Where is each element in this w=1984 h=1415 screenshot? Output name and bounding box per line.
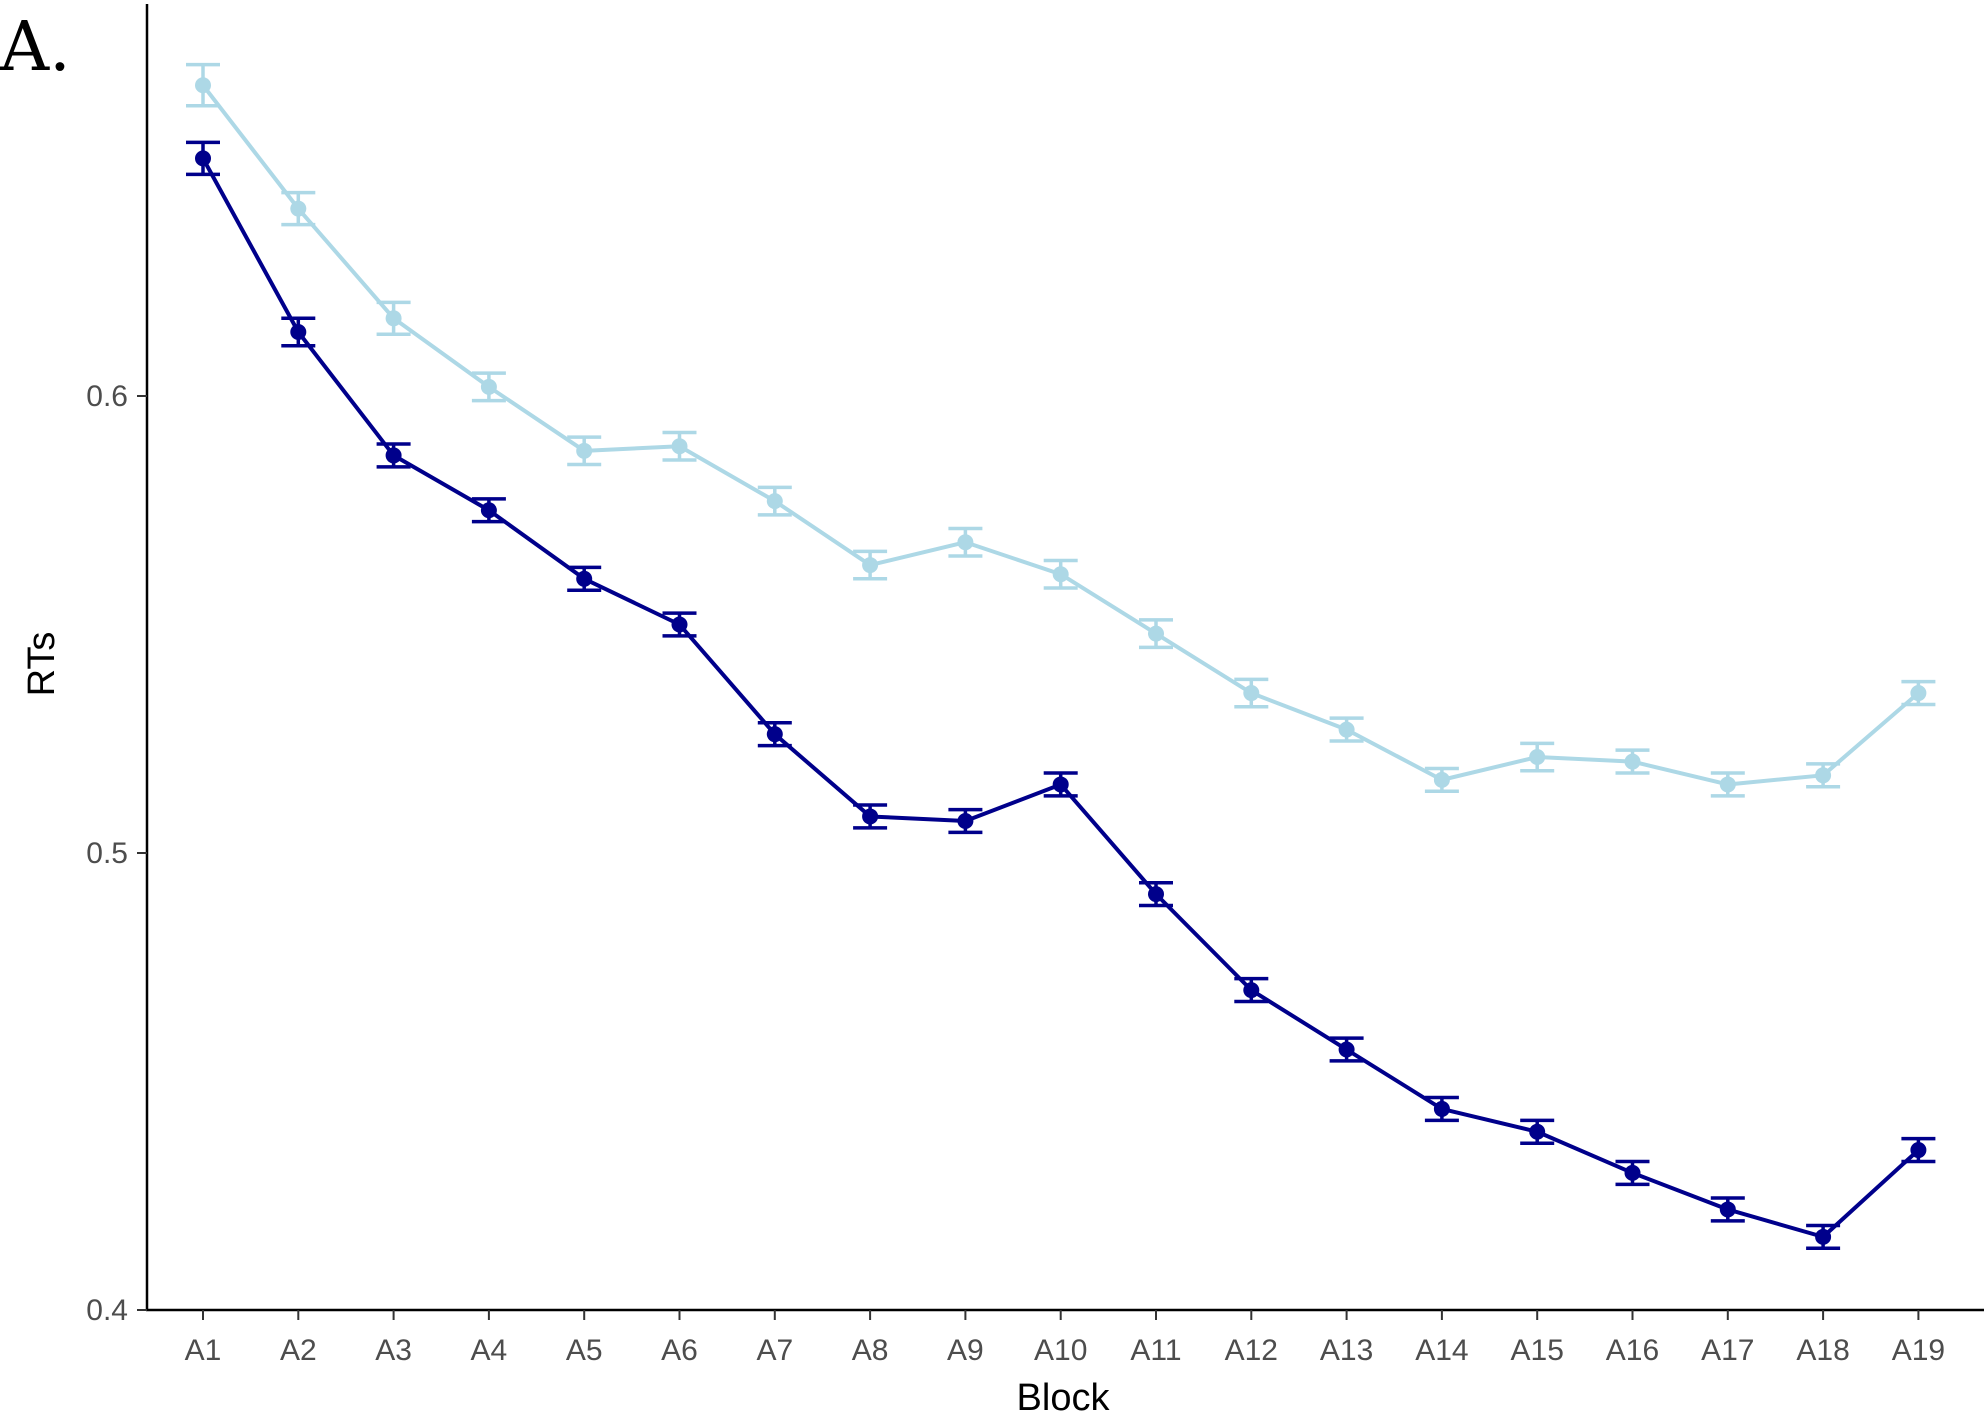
data-point xyxy=(576,442,593,459)
x-tick-label: A11 xyxy=(1130,1334,1181,1367)
x-tick-label: A16 xyxy=(1606,1334,1659,1367)
data-point xyxy=(1148,886,1164,903)
data-point xyxy=(1052,776,1069,793)
data-point xyxy=(385,310,402,327)
data-point xyxy=(1910,1142,1927,1159)
data-point xyxy=(671,616,688,633)
data-point xyxy=(1338,1041,1355,1058)
data-point xyxy=(576,570,593,587)
x-tick-label: A2 xyxy=(280,1334,317,1367)
data-point xyxy=(1148,625,1164,642)
data-point xyxy=(385,447,402,464)
x-tick-label: A17 xyxy=(1701,1334,1754,1367)
series-1 xyxy=(186,62,1936,798)
series-2 xyxy=(186,140,1936,1251)
data-point xyxy=(1243,685,1260,702)
data-point xyxy=(957,534,974,551)
data-point xyxy=(1433,771,1450,788)
x-tick-label: A8 xyxy=(852,1334,889,1367)
data-point xyxy=(290,324,307,341)
y-tick-label: 0.6 xyxy=(86,380,128,413)
data-point xyxy=(1624,753,1641,770)
data-point xyxy=(1719,776,1736,793)
series-layer xyxy=(186,62,1936,1251)
y-tick-label: 0.4 xyxy=(86,1294,128,1327)
data-point xyxy=(1052,566,1069,583)
data-point xyxy=(862,808,879,825)
series-line xyxy=(201,157,1920,1239)
data-point xyxy=(1624,1164,1641,1181)
data-point xyxy=(766,493,783,510)
data-point xyxy=(195,150,211,167)
x-tick-label: A19 xyxy=(1892,1334,1945,1367)
data-point xyxy=(1243,982,1260,999)
data-point xyxy=(1815,767,1832,784)
x-tick-label: A7 xyxy=(756,1334,793,1367)
data-point xyxy=(957,813,974,830)
x-tick-label: A12 xyxy=(1225,1334,1278,1367)
x-tick-label: A4 xyxy=(471,1334,508,1367)
x-tick-label: A14 xyxy=(1415,1334,1468,1367)
data-point xyxy=(766,726,783,743)
x-tick-label: A10 xyxy=(1034,1334,1087,1367)
panel-label: A. xyxy=(0,8,71,87)
x-tick-label: A13 xyxy=(1320,1334,1373,1367)
x-tick-label: A5 xyxy=(566,1334,603,1367)
data-point xyxy=(480,502,497,519)
x-tick-label: A18 xyxy=(1796,1334,1849,1367)
x-axis-title: Block xyxy=(1017,1377,1111,1415)
data-point xyxy=(1815,1228,1832,1245)
x-tick-label: A15 xyxy=(1511,1334,1564,1367)
data-point xyxy=(862,557,879,574)
data-point xyxy=(1529,1123,1546,1140)
data-point xyxy=(1433,1100,1450,1117)
data-point xyxy=(290,200,307,217)
series-line xyxy=(201,84,1920,787)
data-point xyxy=(1910,685,1927,702)
x-tick-label: A1 xyxy=(185,1334,222,1367)
data-point xyxy=(1338,721,1355,738)
x-tick-label: A6 xyxy=(661,1334,698,1367)
x-tick-label: A3 xyxy=(375,1334,412,1367)
data-point xyxy=(1529,749,1546,766)
ticks-layer: A1 A2 A3 A4 A5 A6 A7 A8 A9 A10 A11 A12 A13 A14 A15 A16 A… xyxy=(86,380,1945,1367)
data-point xyxy=(1719,1201,1736,1218)
x-tick-label: A9 xyxy=(947,1334,984,1367)
data-point xyxy=(671,438,688,455)
y-tick-label: 0.5 xyxy=(86,837,128,870)
data-point xyxy=(480,378,497,395)
y-axis-title: RTs xyxy=(21,632,63,697)
axes-layer xyxy=(145,4,1984,1312)
data-point xyxy=(195,77,211,94)
